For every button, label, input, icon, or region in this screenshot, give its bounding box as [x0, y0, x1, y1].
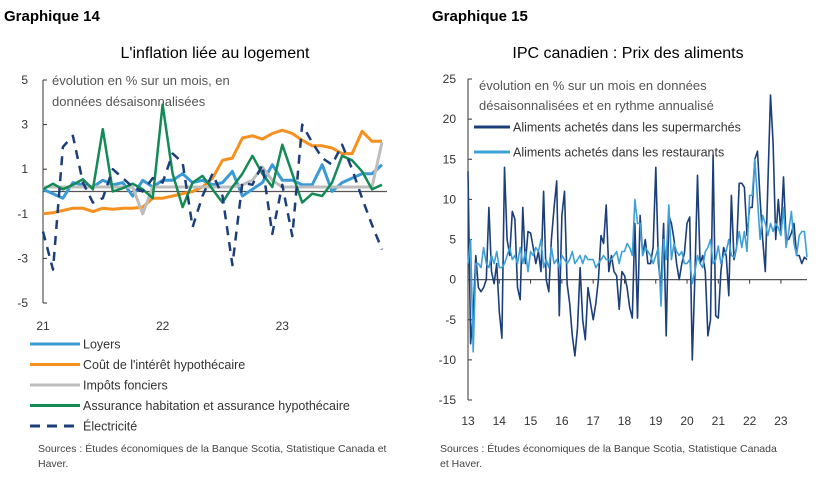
y-tick-label: 3	[21, 118, 28, 132]
legend-label: Loyers	[83, 338, 121, 352]
series-line-3	[43, 142, 384, 216]
y-tick-label: 25	[443, 72, 457, 86]
chart-15-legend: Aliments achetés dans les supermarchés Al…	[474, 121, 741, 160]
chart-14-legend: Loyers Coût de l'intérêt hypothécaire Impô…	[30, 338, 350, 434]
series-line-2	[467, 158, 808, 353]
legend-label: Aliments achetés dans les restaurants	[513, 146, 724, 160]
subtitle-14-line1: évolution en % sur un mois, en	[52, 73, 230, 88]
x-tick-label: 17	[586, 414, 600, 428]
x-tick-label: 21	[36, 319, 50, 333]
x-tick-label: 18	[618, 414, 632, 428]
y-tick-label: 20	[443, 112, 457, 126]
source-15-line1: Sources : Études économiques de la Banqu…	[440, 442, 777, 455]
legend-label: Électricité	[83, 419, 137, 434]
y-tick-label: 5	[449, 233, 456, 247]
x-tick-label: 19	[649, 414, 663, 428]
y-tick-label: -15	[439, 393, 457, 407]
series-line-2	[42, 128, 382, 216]
source-15-line2: et Haver.	[440, 458, 482, 470]
y-tick-label: -5	[17, 296, 28, 310]
series-line-1	[467, 94, 808, 361]
subtitle-15-line1: évolution en % sur un mois en données	[479, 78, 707, 93]
y-tick-label: -5	[445, 313, 456, 327]
y-tick-label: 10	[443, 192, 457, 206]
legend-label: Aliments achetés dans les supermarchés	[513, 121, 741, 135]
figure-label-15: Graphique 15	[432, 8, 528, 25]
series-line-1	[42, 163, 384, 200]
chart-title-14: L'inflation liée au logement	[121, 45, 311, 62]
legend-label: Impôts fonciers	[83, 379, 168, 393]
y-tick-label: 1	[21, 162, 28, 176]
x-tick-label: 22	[156, 319, 170, 333]
x-tick-label: 23	[276, 319, 290, 333]
figure-label-14: Graphique 14	[4, 8, 101, 25]
y-tick-label: -1	[17, 207, 28, 221]
subtitle-14-line2: données désaisonnalisées	[52, 94, 206, 109]
source-14-line2: Haver.	[38, 458, 68, 470]
series-line-5	[41, 123, 384, 271]
x-tick-label: 22	[743, 414, 757, 428]
source-14-line1: Sources : Études économiques de la Banqu…	[38, 442, 387, 455]
x-tick-label: 13	[461, 414, 475, 428]
chart-14-plot: 5 3 1 -1 -3 -5 21 22 23	[17, 73, 387, 333]
x-tick-label: 23	[774, 414, 788, 428]
x-tick-label: 21	[712, 414, 726, 428]
y-tick-label: 5	[21, 73, 28, 87]
x-tick-label: 14	[493, 414, 507, 428]
chart-15-plot: 25 20 15 10 5 0 -5 -10 -15 13 14 15 16 17 18 19 20 21 22 23	[439, 72, 808, 428]
legend-label: Assurance habitation et assurance hypoth…	[83, 399, 350, 413]
chart-title-15: IPC canadien : Prix des aliments	[512, 45, 743, 62]
x-tick-label: 15	[524, 414, 538, 428]
y-tick-label: 15	[443, 152, 457, 166]
subtitle-15-line2: désaisonnalisées et en rythme annualisé	[479, 98, 714, 113]
series-line-4	[42, 103, 383, 209]
legend-label: Coût de l'intérêt hypothécaire	[83, 358, 245, 372]
x-tick-label: 20	[680, 414, 694, 428]
y-tick-label: -3	[17, 251, 28, 265]
x-tick-label: 16	[555, 414, 569, 428]
y-tick-label: 0	[449, 273, 456, 287]
y-tick-label: -10	[439, 353, 457, 367]
